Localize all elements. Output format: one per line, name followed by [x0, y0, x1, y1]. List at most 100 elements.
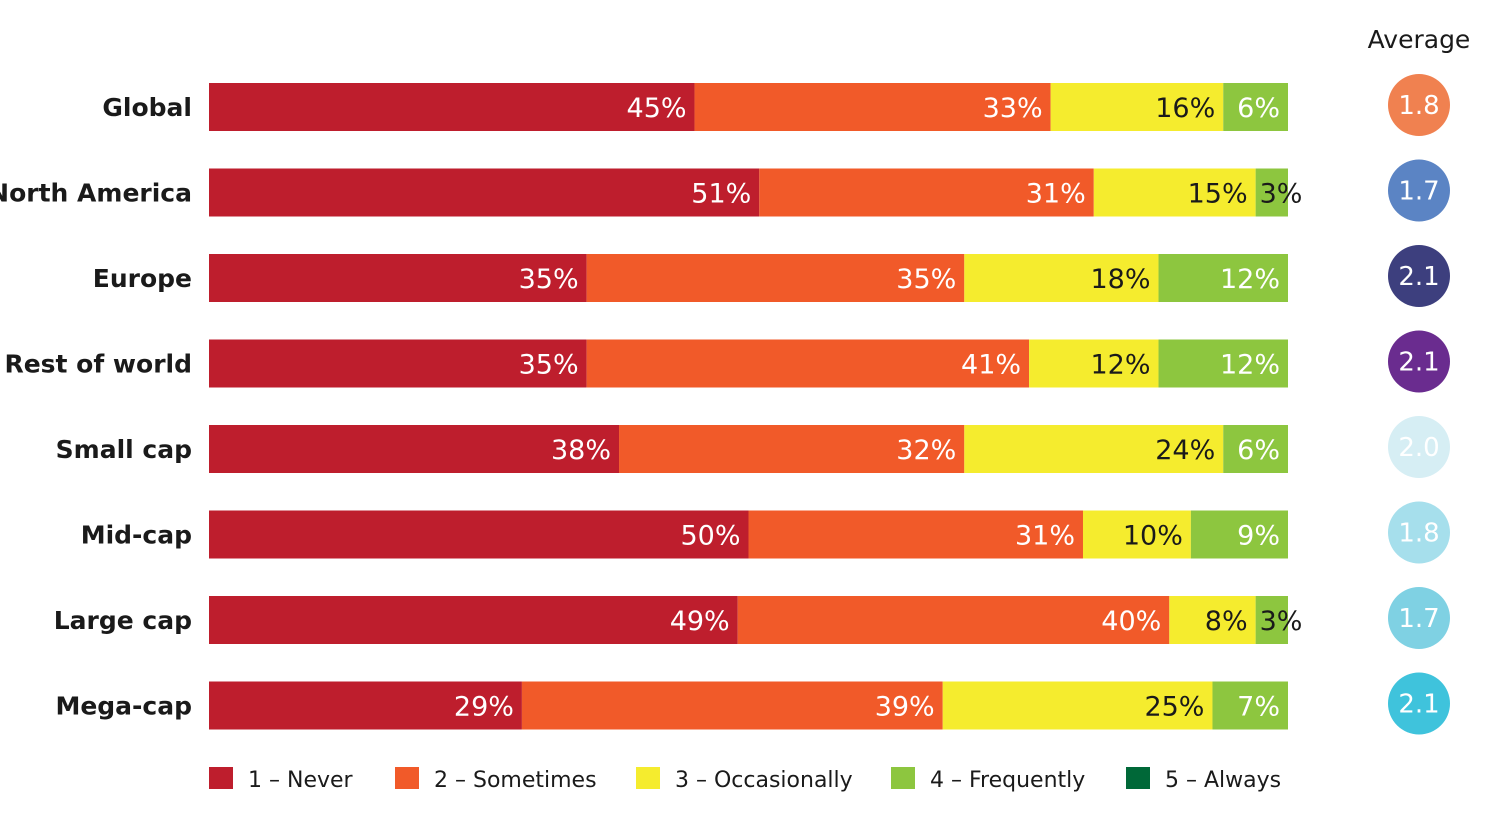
legend: 1 – Never 2 – Sometimes 3 – Occasionally 4 …: [209, 767, 1281, 793]
category-label: Large cap: [54, 606, 192, 635]
category-label: North America: [0, 179, 192, 208]
bar-value-label: 12%: [1220, 264, 1280, 295]
bar-segment: [209, 510, 749, 559]
bar-segment: [964, 425, 1224, 473]
bar-segment: [942, 681, 1213, 730]
bar-segment: [759, 168, 1094, 217]
bar-segment: [209, 339, 587, 388]
legend-swatch: [636, 767, 660, 789]
average-circle: [1388, 587, 1450, 649]
bar-segment: [209, 425, 620, 473]
category-label: Rest of world: [4, 350, 192, 379]
bar-segment: [209, 83, 695, 131]
legend-label: 3 – Occasionally: [675, 768, 853, 793]
average-circle: [1388, 159, 1450, 222]
bar-value-label: 41%: [961, 350, 1021, 381]
legend-label: 1 – Never: [248, 768, 354, 793]
average-value: 1.8: [1398, 91, 1439, 121]
legend-label: 4 – Frequently: [930, 768, 1085, 793]
bar-segment: [1255, 168, 1288, 217]
bar-value-label: 6%: [1237, 93, 1280, 124]
bar-value-label: 31%: [1015, 521, 1075, 552]
bar-value-label: 35%: [519, 264, 579, 295]
bar-value-label: 49%: [670, 606, 730, 637]
bar-value-label: 18%: [1091, 264, 1151, 295]
bar-segment: [209, 681, 522, 730]
category-label: Small cap: [56, 435, 192, 464]
average-value: 1.7: [1398, 604, 1439, 634]
bar-value-label: 10%: [1123, 521, 1183, 552]
bar-segment: [1223, 425, 1288, 473]
bar-segment: [619, 425, 965, 473]
bar-value-label: 38%: [551, 435, 611, 466]
average-circle: [1388, 501, 1450, 564]
bar-value-label: 15%: [1188, 179, 1248, 210]
bar-segment: [737, 596, 1170, 644]
bar-segment: [748, 510, 1083, 559]
category-label: Mega-cap: [55, 692, 192, 721]
legend-swatch: [891, 767, 915, 789]
bar-value-label: 33%: [983, 93, 1043, 124]
bar-segment: [209, 168, 760, 217]
bar-value-label: 39%: [875, 692, 935, 723]
bar-segment: [1093, 168, 1256, 217]
average-value: 2.0: [1398, 433, 1439, 463]
bar-segment: [1223, 83, 1288, 131]
category-labels: Global North America Europe Rest of world Sm…: [0, 93, 192, 721]
bar-value-label: 16%: [1155, 93, 1215, 124]
bar-segment: [521, 681, 943, 730]
legend-swatch: [1126, 767, 1150, 789]
average-value: 2.1: [1398, 348, 1439, 378]
bar-segment: [694, 83, 1051, 131]
bar-segment: [1190, 510, 1288, 559]
bar-value-label: 9%: [1237, 521, 1280, 552]
bar-value-label: 29%: [454, 692, 514, 723]
bar-segment: [964, 254, 1159, 302]
bar-value-label: 6%: [1237, 435, 1280, 466]
average-title: Average: [1368, 25, 1471, 54]
bar-segment: [1158, 254, 1288, 302]
bar-value-label: 50%: [680, 521, 740, 552]
category-label: Europe: [93, 264, 192, 293]
bar-segment: [586, 254, 965, 302]
bar-value-label: 12%: [1091, 350, 1151, 381]
average-value: 1.8: [1398, 519, 1439, 549]
averages-column: 1.8 1.7 2.1 2.1 2.0 1.8 1.7 2.1 Average: [1368, 25, 1471, 735]
average-value: 1.7: [1398, 177, 1439, 207]
category-label: Mid-cap: [81, 521, 192, 550]
bar-value-label: 3%: [1260, 606, 1303, 637]
bar-segment: [209, 254, 587, 302]
bar-segment: [586, 339, 1030, 388]
bars-group: 45% 33% 16% 6% 51% 31% 15% 3% 35% 35% 18% 12% 35% 41%…: [209, 83, 1302, 730]
bar-value-label: 12%: [1220, 350, 1280, 381]
average-circle: [1388, 245, 1450, 307]
bar-value-label: 25%: [1144, 692, 1204, 723]
bar-value-label: 8%: [1205, 606, 1248, 637]
average-circle: [1388, 672, 1450, 735]
bar-value-label: 35%: [519, 350, 579, 381]
bar-value-label: 51%: [691, 179, 751, 210]
bar-value-label: 7%: [1237, 692, 1280, 723]
legend-label: 5 – Always: [1165, 768, 1281, 793]
bar-segment: [1050, 83, 1224, 131]
bar-value-label: 3%: [1260, 179, 1303, 210]
bar-value-label: 24%: [1155, 435, 1215, 466]
average-circle: [1388, 330, 1450, 393]
average-value: 2.1: [1398, 262, 1439, 292]
category-label: Global: [102, 93, 192, 122]
bar-segment: [1082, 510, 1191, 559]
legend-swatch: [209, 767, 233, 789]
legend-swatch: [395, 767, 419, 789]
bar-segment: [1029, 339, 1159, 388]
bar-value-label: 40%: [1101, 606, 1161, 637]
average-value: 2.1: [1398, 690, 1439, 720]
average-circle: [1388, 416, 1450, 478]
bar-value-label: 32%: [896, 435, 956, 466]
bar-segment: [209, 596, 738, 644]
bar-segment: [1212, 681, 1288, 730]
bar-value-label: 31%: [1026, 179, 1086, 210]
average-circle: [1388, 74, 1450, 136]
bar-value-label: 35%: [896, 264, 956, 295]
bar-segment: [1169, 596, 1256, 644]
